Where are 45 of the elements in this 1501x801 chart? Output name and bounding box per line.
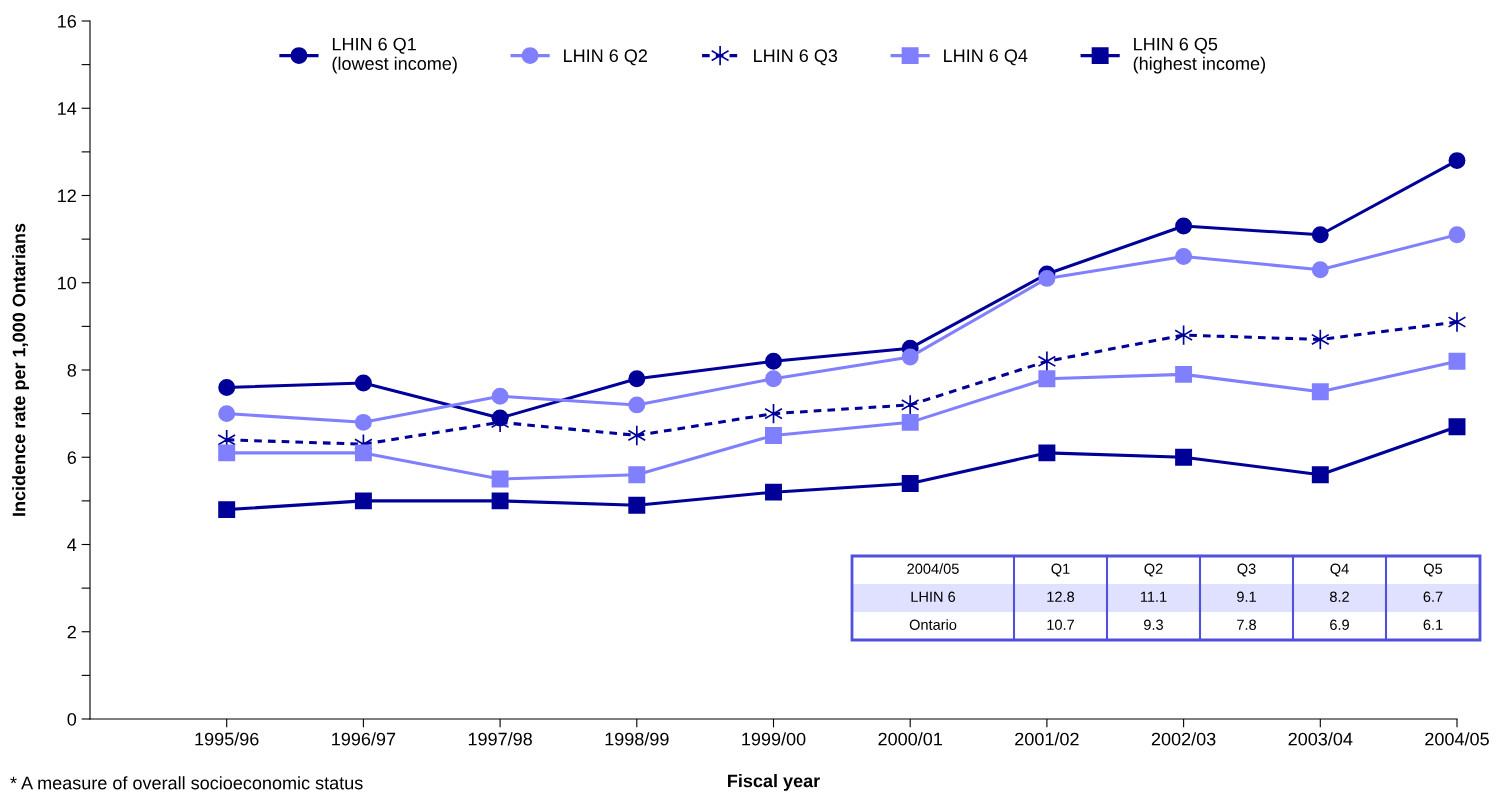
legend-label: LHIN 6 Q3 <box>754 49 838 66</box>
x-tick-label: 2004/05 <box>1425 732 1489 746</box>
legend-label: LHIN 6 Q1 (lowest income) <box>332 37 457 74</box>
annotation: Ontario <box>909 619 957 630</box>
y-tick-label: 8 <box>67 363 77 377</box>
x-tick-label: 2001/02 <box>1015 732 1079 746</box>
annotation: 11.1 <box>1140 591 1167 602</box>
y-tick-label: 16 <box>58 14 77 28</box>
x-axis-title: Fiscal year <box>728 774 820 791</box>
x-tick-label: 2000/01 <box>878 732 942 746</box>
annotation: 7.8 <box>1237 619 1256 630</box>
x-tick-label: 2002/03 <box>1151 732 1216 746</box>
annotation: Q1 <box>1051 563 1070 577</box>
text: * A measure of overall socioeconomic status <box>10 776 363 790</box>
legend-label: LHIN 6 Q5 (highest income) <box>1133 37 1265 74</box>
x-tick-label: 1999/00 <box>742 732 806 746</box>
y-tick-label: 14 <box>58 102 77 115</box>
x-tick-label: 1995/96 <box>195 732 259 746</box>
annotation: 6.7 <box>1423 591 1443 602</box>
annotation: 10.7 <box>1047 619 1074 630</box>
y-tick-label: 4 <box>67 538 77 552</box>
annotation: Q3 <box>1237 563 1256 577</box>
annotation: 6.9 <box>1330 619 1349 630</box>
annotation: 9.3 <box>1144 619 1163 630</box>
legend-label: LHIN 6 Q2 <box>564 49 647 66</box>
y-tick-label: 0 <box>67 712 77 726</box>
annotation: Q5 <box>1423 563 1443 577</box>
annotation: Q2 <box>1144 563 1163 577</box>
annotation: 9.1 <box>1237 591 1256 602</box>
y-tick-label: 12 <box>58 189 76 203</box>
x-tick-label: 1996/97 <box>332 732 396 746</box>
y-tick-label: 2 <box>67 625 76 639</box>
y-tick-label: 6 <box>67 451 77 464</box>
annotation: 2004/05 <box>907 563 959 574</box>
x-tick-label: 1997/98 <box>468 732 532 746</box>
annotation: 12.8 <box>1047 591 1075 602</box>
annotation: 6.1 <box>1423 619 1443 630</box>
annotation: 8.2 <box>1330 591 1349 602</box>
annotation: LHIN 6 <box>911 591 956 602</box>
y-axis-title: Incidence rate per 1,000 Ontarians <box>12 223 29 516</box>
x-tick-label: 2003/04 <box>1288 732 1353 746</box>
x-tick-label: 1998/99 <box>605 732 669 746</box>
y-tick-label: 10 <box>58 276 77 290</box>
annotation: Q4 <box>1330 563 1349 577</box>
legend-label: LHIN 6 Q4 <box>944 49 1028 66</box>
